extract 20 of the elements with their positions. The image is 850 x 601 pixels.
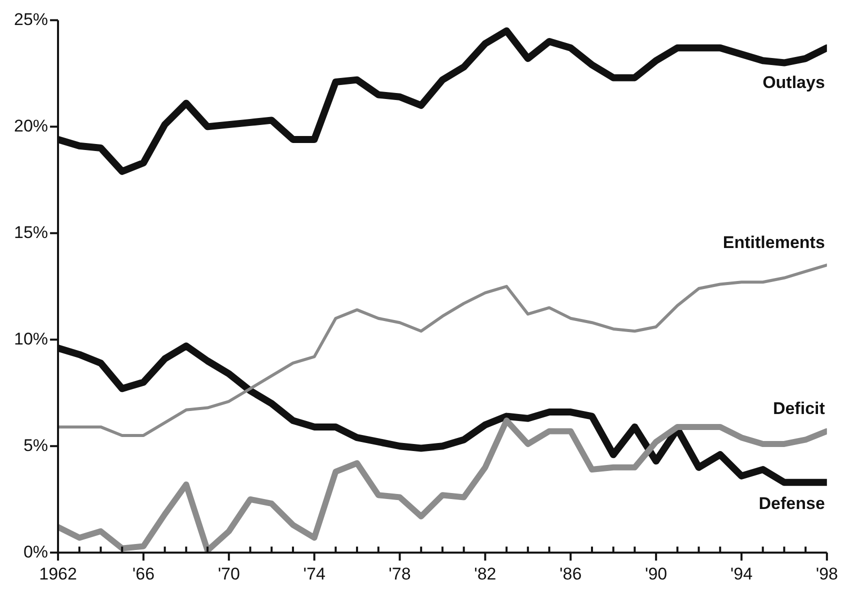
series-label: Entitlements <box>722 232 825 252</box>
x-tick-label: '82 <box>474 564 496 584</box>
x-tick-label: '66 <box>132 564 155 584</box>
y-tick-label: 5% <box>23 436 48 455</box>
x-tick-label: '98 <box>816 564 838 584</box>
series-label: Defense <box>758 494 825 514</box>
y-tick-label: 15% <box>14 222 48 242</box>
x-tick-label: '94 <box>730 564 753 584</box>
y-tick-label: 10% <box>14 329 48 348</box>
series-label: Outlays <box>762 72 825 92</box>
series-label: Deficit <box>772 398 826 418</box>
x-tick-label: '86 <box>560 564 582 584</box>
x-tick-label: 1962 <box>39 564 77 584</box>
x-tick-label: '78 <box>388 564 411 584</box>
y-tick-label: 0% <box>23 542 48 562</box>
x-tick-label: '74 <box>303 564 326 584</box>
y-tick-label: 25% <box>14 10 48 29</box>
y-tick-label: 20% <box>14 116 48 136</box>
x-tick-label: '90 <box>644 564 668 584</box>
x-tick-label: '70 <box>218 564 240 584</box>
